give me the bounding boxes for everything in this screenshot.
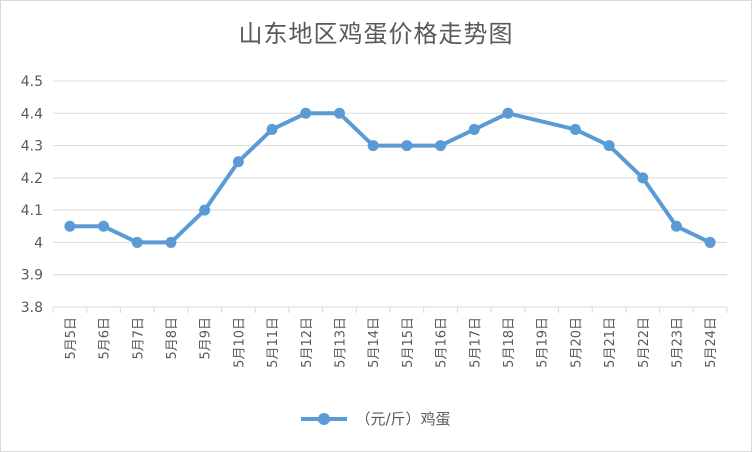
x-tick-label: 5月9日 <box>199 317 214 360</box>
legend-marker-icon <box>301 411 348 427</box>
y-tick-label: 4.1 <box>21 203 43 219</box>
y-tick-label: 4.3 <box>21 139 43 155</box>
y-tick-label: 3.8 <box>21 300 43 316</box>
data-point <box>468 123 480 135</box>
x-tick-label: 5月24日 <box>704 317 719 368</box>
data-point <box>300 107 312 119</box>
x-tick-label: 5月11日 <box>266 317 281 368</box>
x-tick-label: 5月7日 <box>131 317 146 360</box>
chart-title: 山东地区鸡蛋价格走势图 <box>238 20 514 48</box>
x-tick-label: 5月17日 <box>468 317 483 368</box>
x-tick-label: 5月10日 <box>232 317 247 368</box>
y-tick-label: 4 <box>34 235 43 251</box>
data-point <box>333 107 345 119</box>
data-point <box>367 140 379 152</box>
data-point <box>704 236 716 248</box>
x-tick-label: 5月20日 <box>569 317 584 368</box>
data-point <box>98 220 110 232</box>
data-point <box>131 236 143 248</box>
y-tick-label: 4.4 <box>21 106 43 122</box>
data-point <box>670 220 682 232</box>
data-point <box>637 172 649 184</box>
x-tick-label: 5月13日 <box>333 317 348 368</box>
x-tick-label: 5月8日 <box>165 317 180 360</box>
data-point <box>569 123 581 135</box>
data-point <box>165 236 177 248</box>
data-point <box>435 140 447 152</box>
data-point <box>401 140 413 152</box>
x-tick-label: 5月5日 <box>64 317 79 360</box>
legend-label: （元/斤）鸡蛋 <box>355 410 451 428</box>
x-tick-label: 5月19日 <box>536 317 551 368</box>
data-point <box>603 140 615 152</box>
x-tick-label: 5月21日 <box>603 317 618 368</box>
y-tick-label: 4.2 <box>21 171 43 187</box>
x-tick-label: 5月16日 <box>435 317 450 368</box>
y-tick-label: 4.5 <box>21 74 43 90</box>
data-point <box>199 204 211 216</box>
data-point <box>266 123 278 135</box>
x-tick-label: 5月12日 <box>300 317 315 368</box>
x-tick-label: 5月23日 <box>670 317 685 368</box>
x-tick-label: 5月18日 <box>502 317 517 368</box>
y-tick-label: 3.9 <box>21 268 43 284</box>
data-point <box>64 220 76 232</box>
x-tick-label: 5月22日 <box>637 317 652 368</box>
x-tick-label: 5月6日 <box>98 317 113 360</box>
legend: （元/斤）鸡蛋 <box>0 408 752 429</box>
data-point <box>232 156 244 168</box>
data-point <box>502 107 514 119</box>
x-tick-label: 5月15日 <box>401 317 416 368</box>
x-tick-label: 5月14日 <box>367 317 382 368</box>
